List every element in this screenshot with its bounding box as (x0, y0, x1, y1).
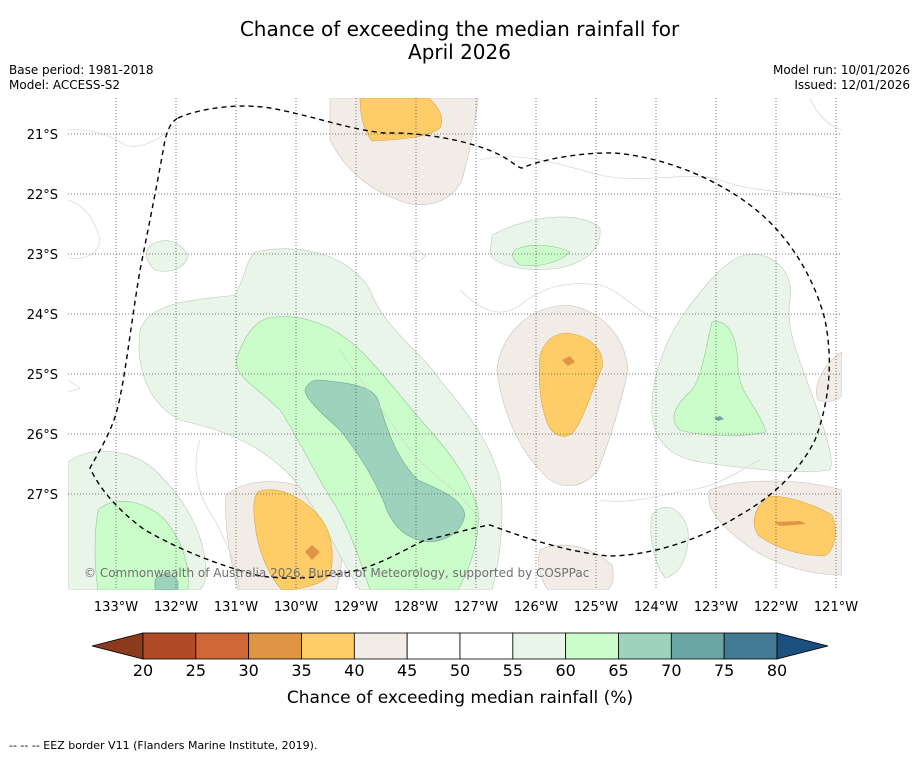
lon-tick-label: 132°W (154, 600, 198, 615)
colorbar-bin (353, 632, 408, 660)
model-run: Model run: 10/01/2026 (772, 63, 910, 77)
lon-tick-label: 121°W (814, 600, 858, 615)
lon-tick-label: 130°W (274, 600, 318, 615)
contour-line-9 (68, 379, 81, 393)
colorbar-tick-label: 20 (133, 661, 153, 680)
colorbar-tick-label: 75 (714, 661, 734, 680)
model-name: Model: ACCESS-S2 (9, 78, 121, 92)
lon-tick-label: 126°W (514, 600, 558, 615)
colorbar-bin (195, 632, 250, 660)
fill-steel-patch (714, 416, 724, 421)
colorbar-tick-label: 25 (186, 661, 206, 680)
colorbar-bin (459, 632, 514, 660)
colorbar-bin (301, 632, 355, 660)
contour-line-1 (68, 124, 176, 147)
lon-tick-label: 125°W (574, 600, 618, 615)
graticule (68, 98, 842, 590)
fill-green-east (673, 321, 767, 436)
colorbar-tick-label: 35 (291, 661, 311, 680)
meta-left: Base period: 1981-2018 Model: ACCESS-S2 (9, 63, 154, 93)
lat-tick-label: 23°S (27, 248, 58, 263)
fill-orange-southwest (253, 489, 333, 590)
longitude-tick-labels: 133°W 132°W 131°W 130°W 129°W 128°W 127°W 126°W… (94, 600, 858, 615)
lat-tick-label: 25°S (27, 368, 58, 383)
lat-tick-label: 26°S (27, 428, 58, 443)
lon-tick-label: 133°W (94, 600, 138, 615)
colorbar-tick-label: 70 (661, 661, 681, 680)
colorbar-tick-label: 40 (344, 661, 364, 680)
fill-teal-south (154, 573, 179, 590)
colorbar-over-arrow (776, 632, 829, 660)
colorbar-bin (618, 632, 672, 660)
contour-line-8 (339, 349, 481, 521)
fill-orange-north (359, 98, 442, 142)
fill-darkorange-3 (774, 521, 806, 526)
fill-darkorange-2 (562, 356, 575, 366)
lon-tick-label: 128°W (394, 600, 438, 615)
lon-tick-label: 131°W (214, 600, 258, 615)
map-panel (68, 98, 842, 590)
lon-tick-label: 129°W (334, 600, 378, 615)
fill-teal-west (304, 379, 466, 543)
colorbar-bin (512, 632, 567, 660)
contour-line-5 (195, 439, 241, 590)
lat-tick-label: 27°S (27, 488, 58, 503)
contour-line-2 (68, 199, 101, 259)
contour-line-4 (459, 283, 661, 321)
colorbar-bin (142, 632, 197, 660)
fill-green-north (512, 244, 571, 267)
contour-line-10 (409, 249, 427, 263)
fill-darkorange-1 (305, 545, 320, 560)
fill-orange-southeast (754, 495, 836, 557)
colorbar-bin (248, 632, 302, 660)
lon-tick-label: 123°W (694, 600, 738, 615)
colorbar (91, 632, 829, 660)
copyright-text: © Commonwealth of Australia 2026, Bureau… (84, 566, 589, 580)
fill-orange-center (538, 332, 603, 437)
lat-tick-label: 21°S (27, 128, 58, 143)
lon-tick-label: 124°W (634, 600, 678, 615)
colorbar-tick-label: 55 (503, 661, 523, 680)
colorbar-bin (406, 632, 461, 660)
colorbar-tick-label: 60 (555, 661, 575, 680)
colorbar-tick-label: 30 (238, 661, 258, 680)
eez-footnote: -- -- -- EEZ border V11 (Flanders Marine… (9, 739, 318, 752)
contour-line-6 (599, 459, 761, 502)
colorbar-tick-label: 80 (767, 661, 787, 680)
contour-fills (68, 98, 842, 590)
issued-date: Issued: 12/01/2026 (794, 78, 910, 92)
colorbar-tick-label: 45 (397, 661, 417, 680)
colorbar-bin (670, 632, 725, 660)
colorbar-tick-label: 50 (450, 661, 470, 680)
colorbar-under-arrow (91, 632, 144, 660)
colorbar-title: Chance of exceeding median rainfall (%) (287, 688, 633, 708)
eez-border (89, 105, 830, 579)
title-line-2: April 2026 (408, 40, 511, 64)
lon-tick-label: 122°W (754, 600, 798, 615)
title-line-1: Chance of exceeding the median rainfall … (239, 17, 680, 41)
lon-tick-label: 127°W (454, 600, 498, 615)
fill-beige-south-mid (538, 544, 614, 590)
colorbar-tick-labels: 20 25 30 35 40 45 50 55 60 65 70 75 80 (133, 661, 787, 680)
contour-line-7 (809, 98, 842, 131)
colorbar-bin (565, 632, 619, 660)
latitude-tick-labels: 21°S 22°S 23°S 24°S 25°S 26°S 27°S (27, 128, 58, 503)
fill-green-southwest (94, 500, 189, 590)
chart-title: Chance of exceeding the median rainfall … (0, 18, 919, 64)
base-period: Base period: 1981-2018 (9, 63, 154, 77)
lat-tick-label: 24°S (27, 308, 58, 323)
fill-lightgreen-south (650, 507, 689, 579)
colorbar-bin (723, 632, 778, 660)
lat-tick-label: 22°S (27, 188, 58, 203)
colorbar-tick-label: 65 (608, 661, 628, 680)
contour-line-3 (479, 156, 842, 201)
meta-right: Model run: 10/01/2026 Issued: 12/01/2026 (773, 63, 910, 93)
